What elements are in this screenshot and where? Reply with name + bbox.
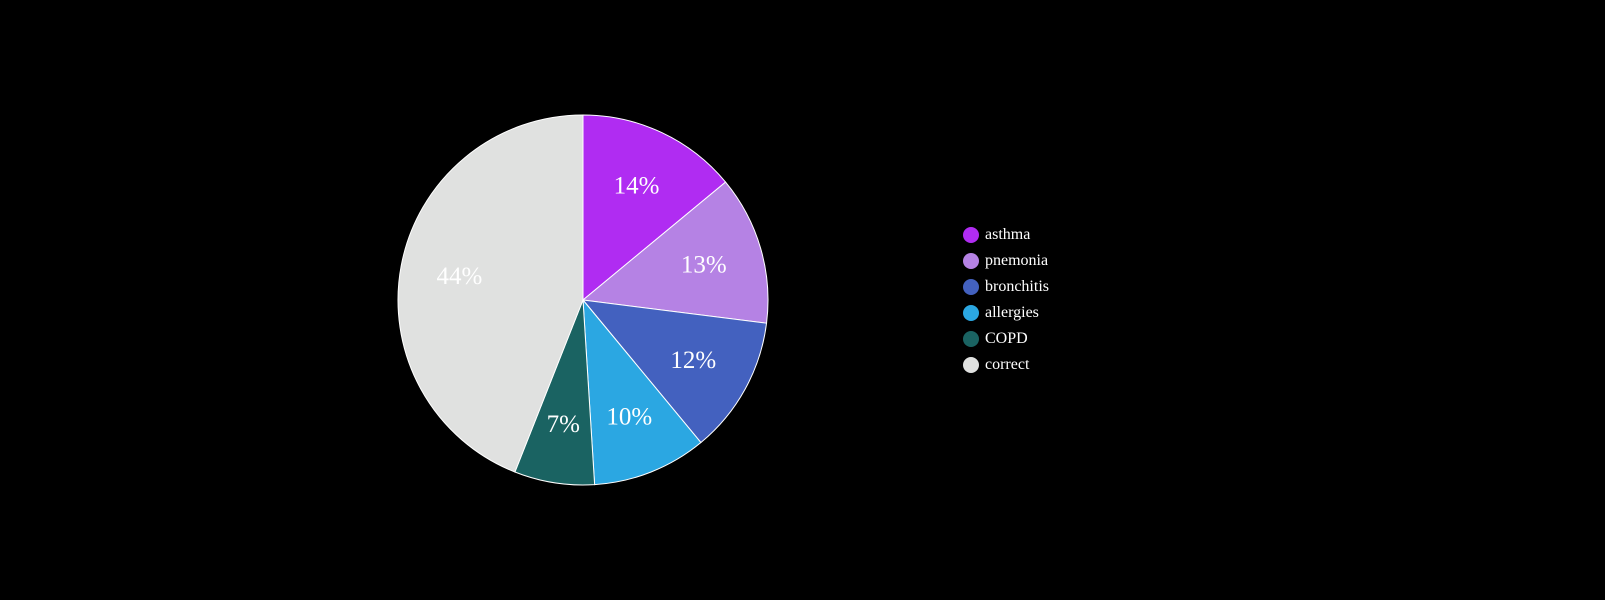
legend-label: pnemonia bbox=[985, 252, 1049, 269]
pie-slice-correct bbox=[397, 114, 584, 473]
legend: asthma pnemonia bronchitis allergies COPD cor… bbox=[963, 222, 1049, 378]
legend-swatch-icon bbox=[963, 279, 979, 295]
legend-swatch-icon bbox=[963, 227, 979, 243]
slice-label-bronchitis: 12% bbox=[670, 347, 716, 374]
legend-item-allergies: allergies bbox=[963, 300, 1049, 326]
slice-label-correct: 44% bbox=[437, 263, 483, 290]
legend-item-correct: correct bbox=[963, 352, 1049, 378]
legend-label: COPD bbox=[985, 330, 1028, 347]
legend-item-pnemonia: pnemonia bbox=[963, 248, 1049, 274]
legend-label: asthma bbox=[985, 226, 1031, 243]
legend-swatch-icon bbox=[963, 253, 979, 269]
legend-swatch-icon bbox=[963, 331, 979, 347]
legend-item-asthma: asthma bbox=[963, 222, 1049, 248]
pie-slice-bronchitis bbox=[581, 299, 768, 444]
legend-label: allergies bbox=[985, 304, 1039, 321]
pie-slice-allergies bbox=[582, 298, 702, 486]
slice-label-copd: 7% bbox=[547, 411, 580, 438]
legend-swatch-icon bbox=[963, 357, 979, 373]
pie-slice-asthma bbox=[582, 114, 727, 302]
legend-item-bronchitis: bronchitis bbox=[963, 274, 1049, 300]
legend-item-copd: COPD bbox=[963, 326, 1049, 352]
legend-swatch-icon bbox=[963, 305, 979, 321]
slice-label-allergies: 10% bbox=[606, 403, 652, 430]
pie-slice-pnemonia bbox=[581, 181, 769, 324]
pie-slices bbox=[397, 114, 769, 486]
legend-label: bronchitis bbox=[985, 278, 1049, 295]
slice-label-pnemonia: 13% bbox=[681, 251, 727, 278]
slice-label-asthma: 14% bbox=[614, 173, 660, 200]
pie-labels: 14% 13% 12% 10% 7% 44% bbox=[437, 173, 727, 438]
legend-label: correct bbox=[985, 356, 1030, 373]
